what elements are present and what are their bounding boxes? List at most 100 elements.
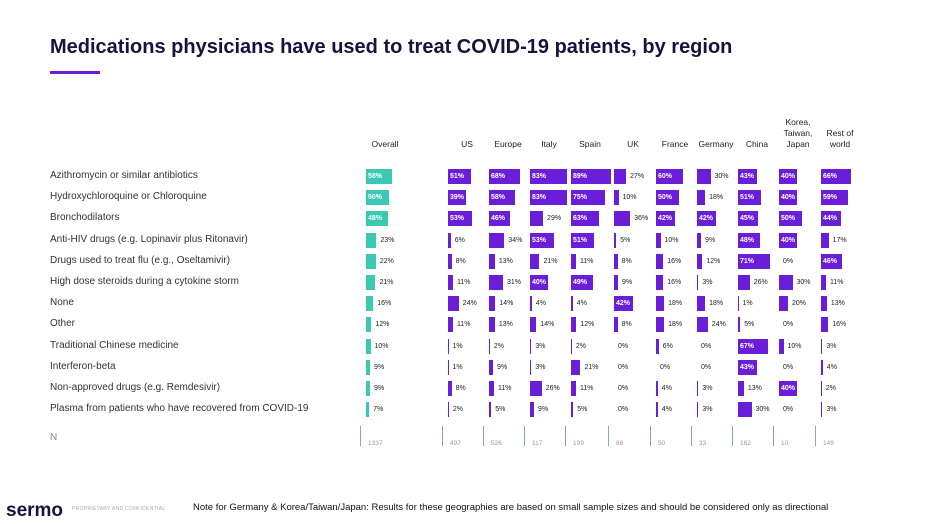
bar (614, 169, 627, 184)
bar (697, 169, 711, 184)
value-label: 18% (709, 194, 724, 202)
row-label: Bronchodilators (50, 212, 120, 224)
bar (697, 381, 699, 396)
bar (779, 190, 797, 206)
bar (489, 253, 495, 269)
value-label: 0% (701, 363, 712, 371)
bar (656, 211, 675, 227)
value-label: 68% (491, 173, 506, 180)
n-value: 117 (532, 440, 543, 447)
bar (571, 338, 572, 354)
bar (614, 211, 631, 227)
bar (697, 402, 699, 418)
bar (448, 296, 459, 312)
bar (821, 232, 829, 248)
bar (738, 402, 752, 418)
row-label: Plasma from patients who have recovered … (50, 403, 309, 415)
value-label: 4% (535, 300, 546, 308)
bar (489, 275, 503, 290)
value-label: 49% (573, 279, 588, 286)
bar (448, 232, 451, 248)
value-label: 0% (701, 342, 712, 350)
confidential: PROPRIETARY AND CONFIDENTIAL (72, 506, 166, 512)
bar (530, 317, 537, 333)
value-label: 21% (584, 363, 599, 371)
bar (571, 253, 576, 269)
value-label: 44% (823, 215, 838, 223)
bar (821, 190, 848, 206)
value-label: 18% (709, 300, 724, 308)
value-label: 29% (547, 215, 562, 223)
bar (697, 211, 716, 227)
value-label: 2% (825, 385, 837, 392)
bar (738, 211, 759, 227)
value-label: 0% (618, 363, 629, 371)
value-label: 14% (540, 321, 555, 329)
bar (779, 338, 784, 354)
n-value: 149 (823, 440, 834, 447)
column-header: Overall (371, 139, 399, 149)
bar (614, 296, 633, 312)
value-label: 4% (826, 363, 837, 371)
bar (821, 296, 827, 312)
value-label: 83% (532, 173, 547, 180)
bar (530, 296, 532, 312)
value-label: 34% (508, 236, 523, 244)
value-label: 9% (538, 406, 549, 414)
value-label: 46% (823, 257, 838, 265)
bar (530, 338, 532, 354)
value-label: 1% (742, 300, 753, 308)
bar (530, 232, 554, 248)
bar (614, 190, 619, 206)
value-label: 43% (740, 173, 755, 180)
bar (448, 169, 471, 184)
row-label: Interferon-beta (50, 360, 116, 372)
value-label: 16% (832, 321, 847, 329)
n-divider (524, 426, 525, 446)
n-divider (483, 426, 484, 446)
bar (489, 190, 516, 206)
bar (821, 381, 822, 396)
value-label: 30% (755, 406, 770, 414)
value-label: 40% (781, 194, 796, 202)
n-divider (773, 426, 774, 446)
bar (656, 296, 665, 312)
bar (738, 317, 741, 333)
n-divider (650, 426, 651, 446)
bar (489, 317, 495, 333)
value-label: 3% (702, 279, 713, 286)
value-label: 0% (618, 385, 629, 392)
column-header: UK (627, 139, 639, 149)
value-label: 8% (621, 257, 632, 265)
value-label: 6% (662, 342, 673, 350)
value-label: 45% (740, 215, 755, 223)
value-label: 42% (616, 300, 631, 308)
bar (489, 338, 490, 354)
bar (366, 190, 389, 206)
bar (656, 402, 658, 418)
bar (448, 211, 472, 227)
value-label: 3% (535, 363, 546, 371)
value-label: 10% (374, 342, 389, 350)
value-label: 16% (377, 300, 392, 308)
value-label: 31% (506, 279, 521, 286)
bar (738, 169, 758, 184)
value-label: 20% (792, 300, 807, 308)
logo: sermo (6, 500, 64, 521)
value-label: 0% (618, 406, 629, 414)
value-label: 11% (497, 385, 512, 392)
value-label: 1% (452, 363, 463, 371)
value-label: 3% (702, 406, 713, 414)
row-label: Traditional Chinese medicine (50, 339, 179, 351)
value-label: 39% (450, 194, 465, 202)
bar (697, 253, 703, 269)
footnote: Note for Germany & Korea/Taiwan/Japan: R… (193, 502, 829, 513)
value-label: 83% (532, 194, 547, 202)
value-label: 17% (832, 236, 847, 244)
value-label: 24% (462, 300, 477, 308)
value-label: 40% (781, 385, 796, 392)
value-label: 40% (781, 236, 796, 244)
value-label: 21% (543, 257, 558, 265)
bar (656, 275, 664, 290)
bar (571, 296, 573, 312)
